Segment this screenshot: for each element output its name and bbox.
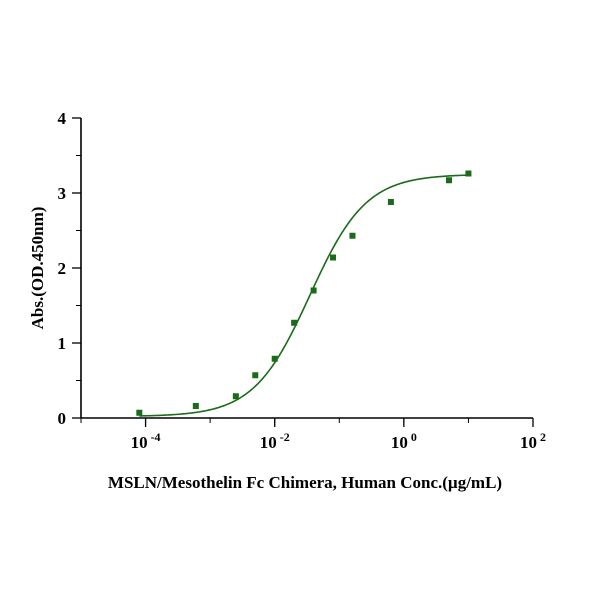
data-point [349, 232, 356, 239]
data-point [330, 254, 337, 261]
y-tick-label: 3 [58, 184, 67, 203]
y-axis-title: Abs.(OD.450nm) [28, 207, 47, 330]
data-point [252, 372, 259, 379]
data-point [192, 403, 199, 409]
data-point [310, 287, 317, 294]
fit-curve [139, 174, 469, 417]
y-tick-label: 1 [58, 334, 67, 353]
y-tick-label: 0 [58, 409, 67, 428]
x-ticks: 10 -4 10 -2 10 0 10 2 [80, 418, 546, 452]
y-ticks: 0 1 2 3 4 [58, 109, 81, 428]
data-point [271, 355, 278, 362]
y-tick-label: 4 [58, 109, 67, 128]
data-point [445, 177, 452, 184]
data-point [387, 199, 394, 205]
data-point [136, 409, 143, 416]
data-point [232, 393, 239, 400]
data-points [136, 170, 472, 416]
y-tick-label: 2 [58, 259, 67, 278]
data-point [291, 319, 298, 326]
x-axis-title: MSLN/Mesothelin Fc Chimera, Human Conc.(… [108, 473, 502, 492]
x-tick-label: 10 2 [520, 430, 546, 452]
x-tick-label: 10 -4 [131, 430, 161, 452]
x-tick-label: 10 0 [391, 430, 417, 452]
data-point [465, 170, 472, 177]
axes [80, 118, 533, 419]
x-tick-label: 10 -2 [260, 430, 290, 452]
